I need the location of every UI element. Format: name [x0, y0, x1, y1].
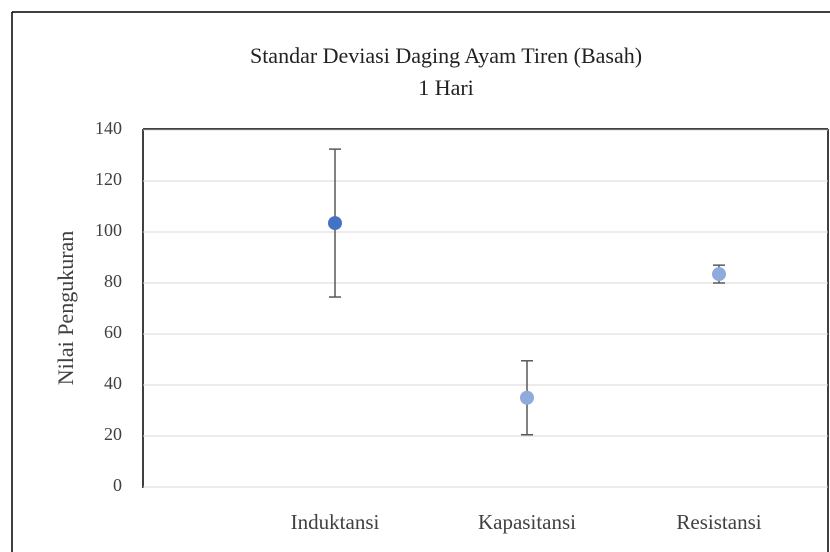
y-tick-label: 20 [104, 424, 122, 444]
y-tick-label: 40 [104, 373, 122, 393]
x-tick-label: Kapasitansi [478, 510, 576, 534]
chart-title: Standar Deviasi Daging Ayam Tiren (Basah… [250, 43, 642, 68]
y-tick-label: 60 [104, 322, 122, 342]
chart-subtitle: 1 Hari [418, 75, 474, 100]
data-point [712, 267, 726, 282]
y-tick-label: 100 [95, 220, 122, 240]
x-tick-label: Induktansi [291, 510, 380, 534]
data-point [520, 390, 534, 405]
y-axis-label: Nilai Pengukuran [53, 231, 78, 386]
data-point [328, 216, 342, 231]
y-tick-label: 140 [95, 118, 122, 138]
y-tick-label: 80 [104, 271, 122, 291]
y-tick-label: 120 [95, 169, 122, 189]
x-tick-label: Resistansi [676, 510, 761, 534]
y-tick-label: 0 [113, 475, 122, 495]
